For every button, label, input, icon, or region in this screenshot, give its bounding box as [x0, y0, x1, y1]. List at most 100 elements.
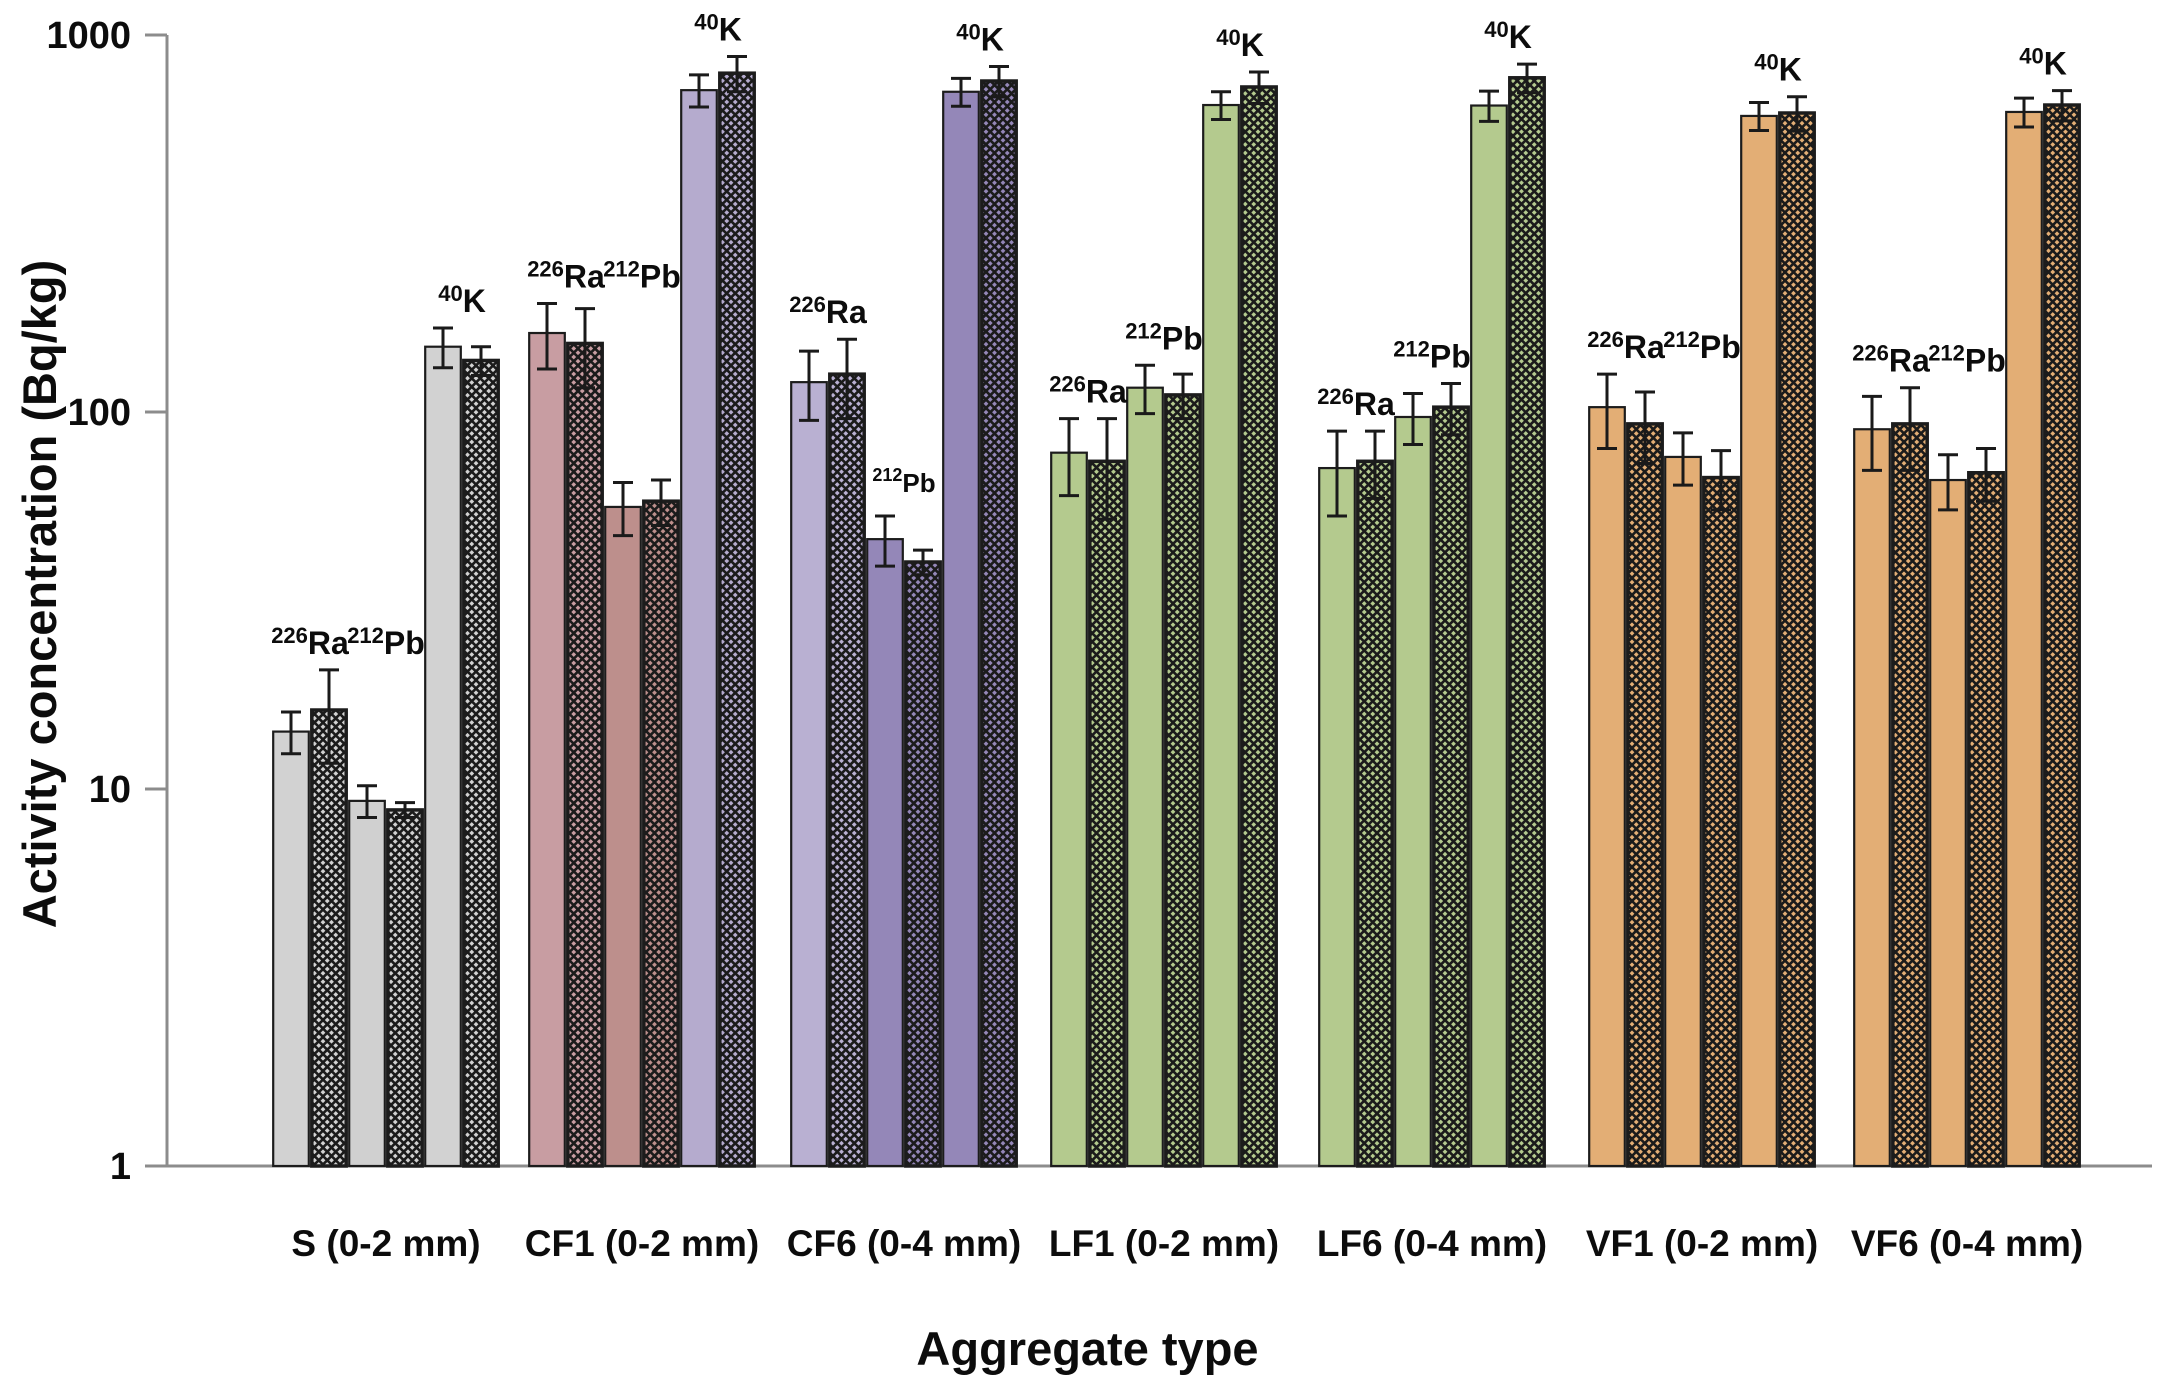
bar-VF6-40K-hatched: [2043, 103, 2081, 1168]
bar-VF1-226Ra-hatched: [1626, 422, 1664, 1168]
error-bar: [913, 548, 933, 577]
bar-S-226Ra-hatched: [310, 708, 348, 1168]
error-bar: [1403, 391, 1423, 446]
isotope-label: 40K: [956, 19, 1004, 57]
error-bar: [1862, 394, 1882, 472]
bar-LF6-226Ra-plain: [1318, 466, 1356, 1168]
bar-VF1-40K-hatched: [1778, 111, 1816, 1168]
isotope-label: 212Pb: [347, 623, 425, 661]
isotope-label: 226Ra: [789, 292, 867, 330]
isotope-label: 212Pb: [872, 465, 935, 498]
error-bar: [319, 668, 339, 765]
isotope-label: 40K: [1216, 25, 1264, 63]
bar-CF6-212Pb-hatched: [904, 560, 942, 1168]
bar-group-VF6: [1853, 89, 2081, 1168]
error-bar: [1327, 429, 1347, 518]
isotope-label: 212Pb: [603, 256, 681, 294]
bar-VF6-226Ra-hatched: [1891, 422, 1929, 1168]
x-axis-title: Aggregate type: [916, 1322, 1259, 1375]
bar-VF6-226Ra-plain: [1853, 428, 1891, 1168]
error-bar: [1517, 62, 1537, 95]
error-bar: [1097, 417, 1117, 521]
bar-group-CF6: [790, 64, 1018, 1168]
error-bar: [951, 76, 971, 108]
y-tick-label: 100: [68, 392, 131, 434]
bar-group-S: [272, 326, 500, 1168]
error-bar: [1365, 429, 1385, 500]
bar-S-226Ra-plain: [272, 730, 310, 1168]
isotope-label: 226Ra: [271, 623, 349, 661]
bar-CF6-40K-hatched: [980, 79, 1018, 1168]
x-tick-label: VF1 (0-2 mm): [1586, 1223, 1818, 1264]
isotope-label: 226Ra: [1049, 372, 1127, 410]
bar-LF6-226Ra-hatched: [1356, 459, 1394, 1168]
bar-LF1-212Pb-plain: [1126, 386, 1164, 1168]
error-bar: [1673, 431, 1693, 487]
error-bar: [2014, 96, 2034, 129]
error-bar: [1711, 449, 1731, 512]
error-bar: [537, 301, 557, 371]
error-bar: [837, 337, 857, 421]
bar-group-VF1: [1588, 95, 1816, 1168]
bar-CF1-40K-hatched: [718, 71, 756, 1168]
bar-LF1-40K-hatched: [1240, 85, 1278, 1168]
isotope-label: 40K: [438, 281, 486, 319]
bar-LF6-40K-hatched: [1508, 76, 1546, 1168]
isotope-label: 40K: [1754, 50, 1802, 88]
isotope-label: 226Ra: [1587, 327, 1665, 365]
error-bar: [1900, 386, 1920, 472]
error-bar: [2052, 89, 2072, 123]
error-bar: [1635, 390, 1655, 466]
bar-VF6-212Pb-plain: [1929, 478, 1967, 1168]
error-bar: [799, 349, 819, 422]
isotope-label: 226Ra: [527, 256, 605, 294]
bar-LF1-226Ra-plain: [1050, 451, 1088, 1168]
error-bar: [1211, 90, 1231, 121]
error-bar: [689, 73, 709, 109]
bar-S-212Pb-hatched: [386, 808, 424, 1168]
bar-VF6-212Pb-hatched: [1967, 471, 2005, 1168]
bar-LF1-40K-plain: [1202, 103, 1240, 1168]
x-tick-label: CF1 (0-2 mm): [525, 1223, 759, 1264]
error-bar: [1249, 70, 1269, 106]
isotope-label: 40K: [1484, 17, 1532, 55]
error-bar: [471, 345, 491, 377]
bar-VF6-40K-plain: [2005, 110, 2043, 1168]
error-bar: [989, 64, 1009, 99]
bar-CF1-212Pb-hatched: [642, 499, 680, 1168]
bar-CF1-226Ra-hatched: [566, 341, 604, 1168]
error-bar: [575, 307, 595, 390]
bar-LF6-212Pb-hatched: [1432, 405, 1470, 1168]
bar-CF1-40K-plain: [680, 89, 718, 1168]
error-bar: [357, 784, 377, 820]
error-bar: [727, 54, 747, 94]
error-bar: [1938, 453, 1958, 512]
error-bar: [1479, 89, 1499, 123]
y-tick-label: 1: [110, 1146, 131, 1188]
error-bar: [875, 514, 895, 568]
bar-CF6-226Ra-hatched: [828, 372, 866, 1168]
x-tick-label: S (0-2 mm): [291, 1223, 480, 1264]
bar-CF6-212Pb-plain: [866, 538, 904, 1168]
bar-group-CF1: [528, 54, 756, 1168]
bar-CF6-226Ra-plain: [790, 381, 828, 1168]
error-bar: [281, 710, 301, 756]
error-bar: [1787, 95, 1807, 133]
y-tick-label: 10: [89, 769, 131, 811]
bar-VF1-226Ra-plain: [1588, 406, 1626, 1168]
bar-VF1-212Pb-hatched: [1702, 475, 1740, 1168]
bar-S-40K-hatched: [462, 358, 500, 1168]
error-bar: [1441, 382, 1461, 437]
error-bar: [433, 326, 453, 370]
bar-VF1-40K-plain: [1740, 114, 1778, 1168]
isotope-label: 226Ra: [1852, 341, 1930, 379]
bar-LF6-40K-plain: [1470, 104, 1508, 1168]
bar-S-212Pb-plain: [348, 799, 386, 1168]
bar-LF1-226Ra-hatched: [1088, 459, 1126, 1168]
error-bar: [651, 478, 671, 527]
x-tick-label: CF6 (0-4 mm): [787, 1223, 1021, 1264]
isotope-label: 212Pb: [1125, 318, 1203, 356]
isotope-label: 212Pb: [1928, 341, 2006, 379]
x-tick-label: VF6 (0-4 mm): [1851, 1223, 2083, 1264]
